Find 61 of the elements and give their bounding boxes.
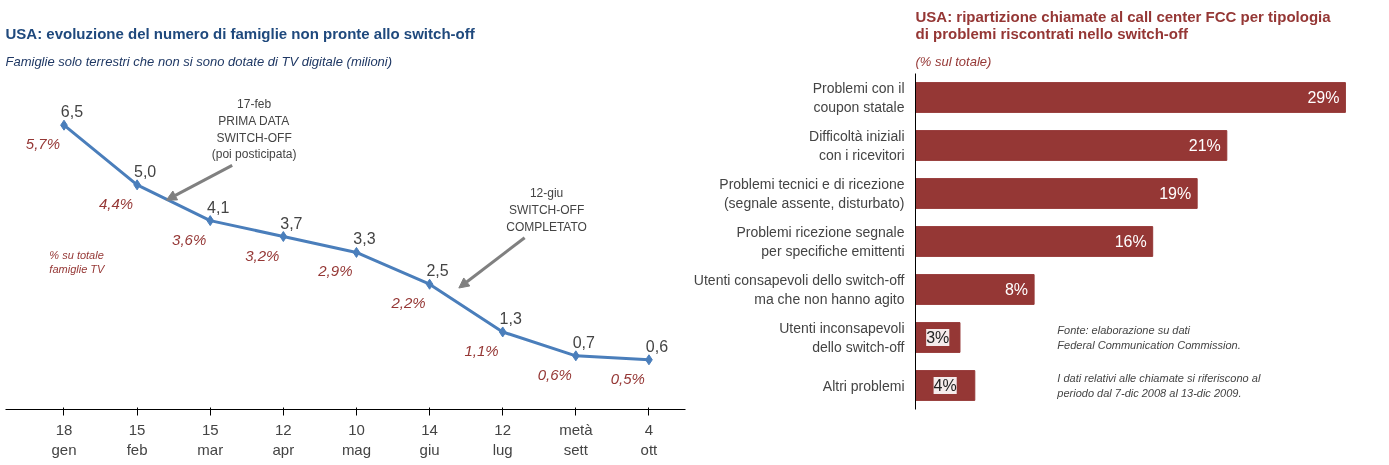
data-label: 29% xyxy=(1307,89,1340,106)
y-tick-label: Problemi tecnici e di ricezione (segnale assente, disturbato) xyxy=(719,175,905,212)
annotation: 0,6% xyxy=(537,365,572,383)
chart-title: USA: evoluzione del numero di famiglie non pronte allo switch-off xyxy=(5,24,476,42)
annotation: 1,1% xyxy=(464,341,499,359)
data-label: 1,3 xyxy=(499,309,522,327)
x-tick-label: 14 giu xyxy=(419,420,440,458)
annotation: 12-giu SWITCH-OFF COMPLETATO xyxy=(506,186,587,234)
point xyxy=(279,231,288,243)
x-tick-label: 12 lug xyxy=(492,420,513,458)
data-label: 0,7 xyxy=(572,333,596,351)
point xyxy=(425,278,434,290)
annotation: 0,5% xyxy=(610,369,645,387)
data-label: 2,5 xyxy=(426,262,449,280)
annotation: 3,2% xyxy=(245,246,280,264)
bar xyxy=(915,274,1035,305)
x-tick-label: 4 ott xyxy=(640,420,659,458)
bar xyxy=(915,226,1154,257)
data-label: 5,0 xyxy=(133,162,157,180)
annotation: % su totale famiglie TV xyxy=(49,248,107,276)
point xyxy=(206,215,215,227)
point xyxy=(498,326,507,338)
point xyxy=(352,246,361,258)
annotation: 5,7% xyxy=(25,135,61,153)
y-tick-label: Problemi ricezione segnale per specifiche emittenti xyxy=(736,223,905,260)
y-tick-label: Utenti inconsapevoli dello switch-off xyxy=(779,319,905,356)
annotation: 3,6% xyxy=(172,230,207,248)
y-tick-label: Problemi con il coupon statale xyxy=(812,79,905,116)
bar xyxy=(915,130,1228,161)
data-label: 8% xyxy=(1004,281,1029,298)
data-label: 3,3 xyxy=(353,230,376,248)
data-label: 6,5 xyxy=(60,103,84,121)
data-label: 3,7 xyxy=(280,214,303,232)
x-tick-label: 15 mar xyxy=(197,420,224,458)
y-tick-label: Altri problemi xyxy=(822,377,905,394)
bar xyxy=(915,178,1198,209)
annotation: 17-feb PRIMA DATA SWITCH-OFF (poi posticipata) xyxy=(211,96,297,162)
annotation: I dati relativi alle chiamate si riferiscono al periodo dal 7-dic 2008 al 13-dic 2009. xyxy=(1056,372,1261,399)
x-tick-label: 18 gen xyxy=(51,420,77,458)
x-tick-label: 15 feb xyxy=(126,420,148,458)
x-tick-label: metà sett xyxy=(559,420,594,458)
x-tick-label: 10 mag xyxy=(341,420,372,458)
chart-subtitle: (% sul totale) xyxy=(915,53,992,69)
data-label: 3% xyxy=(926,329,950,346)
data-label: 4% xyxy=(933,377,957,394)
annotation: 4,4% xyxy=(98,194,134,212)
x-tick-label: 12 apr xyxy=(272,420,295,458)
point xyxy=(571,350,580,362)
y-tick-label: Utenti consapevoli dello switch-off ma che non hanno agito xyxy=(693,271,905,308)
annotation: 2,9% xyxy=(317,262,353,280)
chart-title: USA: ripartizione chiamate al call center FCC per tipologia di problemi riscontrati nello switch-off xyxy=(915,7,1332,42)
data-label: 19% xyxy=(1159,185,1192,202)
chart-subtitle: Famiglie solo terrestri che non si sono dotate di TV digitale (milioni) xyxy=(5,53,393,69)
data-label: 4,1 xyxy=(207,198,230,216)
bar xyxy=(915,82,1346,113)
data-label: 16% xyxy=(1114,233,1147,250)
y-tick-label: Difficoltà iniziali con i ricevitori xyxy=(809,127,905,164)
annotation: Fonte: elaborazione su dati Federal Communication Commission. xyxy=(1057,324,1241,351)
annotation: 2,2% xyxy=(390,294,426,312)
data-label: 21% xyxy=(1188,137,1221,154)
data-label: 0,6 xyxy=(645,337,669,355)
